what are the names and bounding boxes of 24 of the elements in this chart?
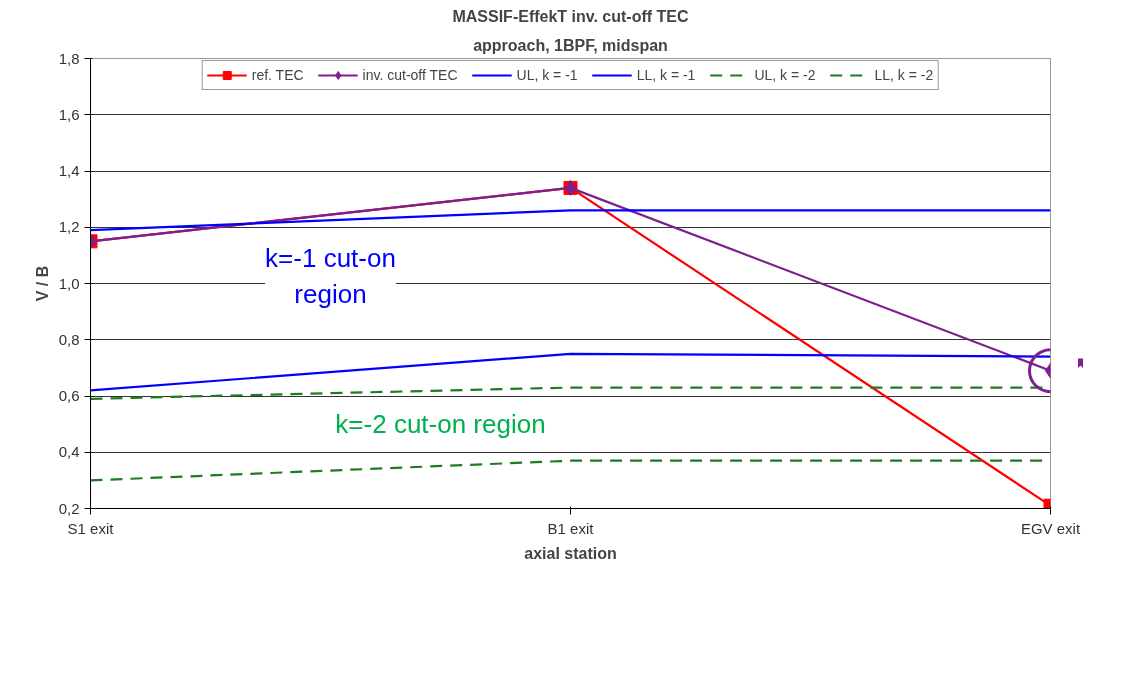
legend-label: UL, k = -2 xyxy=(754,67,816,83)
y-tick-label: 1,4 xyxy=(58,162,80,179)
x-tick-label: S1 exit xyxy=(67,519,115,537)
y-tick-label: 1,6 xyxy=(58,105,80,123)
y-axis-title: V / B xyxy=(33,265,51,302)
legend-label: inv. cut-off TEC xyxy=(362,67,458,83)
y-tick-label: 0,2 xyxy=(58,499,80,517)
x-axis-title: axial station xyxy=(524,544,617,562)
legend-label: ref. TEC xyxy=(251,67,304,83)
y-tick-label: 0,4 xyxy=(58,443,80,461)
legend-label: LL, k = -2 xyxy=(874,67,934,83)
annotation: k=-2 cut-on region xyxy=(335,408,546,439)
chart-title: MASSIF-EffekT inv. cut-off TEC xyxy=(452,7,690,25)
x-tick-label: EGV exit xyxy=(1020,519,1081,537)
y-tick-label: 0,8 xyxy=(58,330,80,348)
y-tick-label: 1,2 xyxy=(58,218,80,236)
x-tick-label: B1 exit xyxy=(547,519,595,537)
y-tick-label: 1,8 xyxy=(58,49,80,67)
y-tick-label: 0,6 xyxy=(58,387,80,404)
annotation: k=-1 cut-on region xyxy=(265,242,396,309)
legend-label: LL, k = -1 xyxy=(636,67,696,83)
legend-label: UL, k = -1 xyxy=(516,67,578,83)
chart-subtitle: approach, 1BPF, midspan xyxy=(473,36,668,54)
y-tick-label: 1,0 xyxy=(58,274,80,292)
